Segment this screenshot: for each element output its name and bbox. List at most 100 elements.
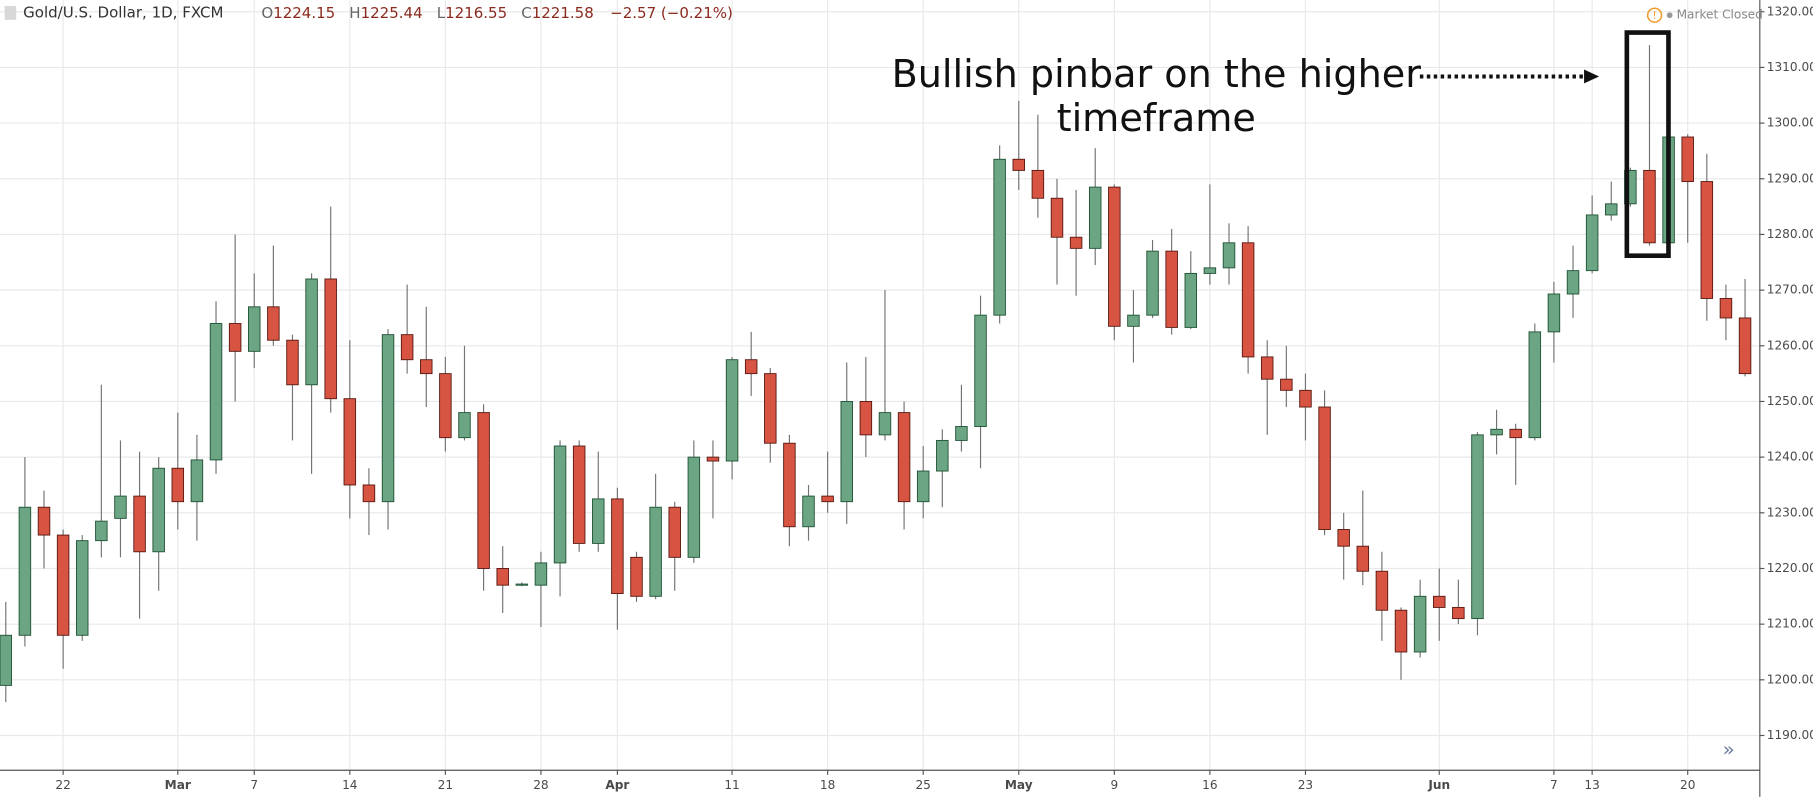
annotation-arrowhead	[1584, 69, 1600, 84]
candle-body	[936, 439, 949, 472]
y-tick-label: 1250.00	[1767, 394, 1813, 408]
x-tick-label: 21	[438, 778, 453, 792]
candle-body	[840, 400, 853, 503]
candle-body	[515, 583, 529, 586]
candle-body	[114, 495, 127, 519]
candle-body	[553, 445, 567, 564]
x-tick-label: 25	[915, 778, 930, 792]
candle-body	[668, 506, 681, 558]
candle-body	[496, 568, 509, 586]
candle-body	[1528, 331, 1542, 439]
x-tick-label: 16	[1202, 778, 1217, 792]
candle-body	[1203, 267, 1217, 274]
y-tick-label: 1200.00	[1767, 672, 1813, 686]
candle-body	[324, 278, 337, 400]
y-tick-label: 1240.00	[1767, 450, 1813, 464]
status-icon-mark: !	[1653, 10, 1657, 22]
x-tick-label: 7	[1550, 778, 1558, 792]
status-text: Market Closed	[1677, 8, 1763, 22]
x-tick-label: Mar	[165, 778, 191, 792]
candle-body	[305, 278, 318, 386]
scroll-button[interactable]: »	[1723, 738, 1735, 761]
candle-body	[152, 467, 165, 553]
x-tick-label: 13	[1584, 778, 1599, 792]
ohlc: O1224.15 H1225.44 L1216.55 C1221.58 −2.5…	[261, 3, 733, 21]
candle-body	[821, 495, 834, 503]
candle-body	[458, 412, 471, 439]
x-tick-label: 14	[342, 778, 358, 792]
axes: 1190.00 1200.00 1210.00 1220.00 1230.00 1240.…	[55, 4, 1813, 792]
candle-body	[993, 158, 1006, 316]
candle-body	[611, 498, 624, 594]
y-tick-label: 1230.00	[1767, 505, 1813, 519]
candle-body	[1681, 136, 1694, 183]
legend-header: Gold/U.S. Dollar, 1D, FXCM O1224.15 H122…	[4, 3, 733, 21]
candle-body	[1394, 609, 1408, 653]
candle-body	[916, 470, 930, 503]
candle-body	[18, 506, 32, 636]
candle-body	[878, 412, 892, 436]
x-tick-label: 28	[533, 778, 548, 792]
candle-body	[764, 373, 777, 444]
status-icon	[1646, 7, 1663, 23]
ohlc-label: O	[261, 3, 273, 21]
candle-body	[1452, 606, 1465, 620]
highlight-box	[1624, 30, 1671, 259]
candle-body	[725, 359, 739, 462]
y-tick-label: 1190.00	[1767, 728, 1813, 742]
candle-body	[1547, 293, 1561, 333]
x-tick-label: Apr	[605, 778, 629, 792]
x-tick-label: 9	[1110, 778, 1118, 792]
candle-body	[439, 373, 452, 439]
candle-body	[1012, 158, 1026, 171]
candle-body	[572, 445, 586, 544]
candle-body	[1069, 236, 1083, 249]
candle-body	[477, 412, 490, 569]
ohlc-value: 1224.15	[273, 3, 335, 21]
candle-body	[362, 484, 376, 503]
candle-body	[228, 323, 242, 352]
candle-body	[1165, 250, 1178, 328]
candle-body	[1337, 529, 1350, 547]
candle-body	[1031, 169, 1045, 199]
x-tick-label: 7	[250, 778, 258, 792]
candle-body	[974, 314, 987, 427]
candle-body	[1738, 317, 1752, 375]
candle-body	[1605, 203, 1618, 216]
candle-body	[1509, 428, 1522, 439]
ohlc-value: 1225.44	[361, 3, 423, 21]
market-status[interactable]: ! Market Closed	[1646, 7, 1763, 23]
ohlc-value: 1221.58	[532, 3, 594, 21]
candle-body	[1585, 214, 1599, 272]
candle-body	[95, 520, 108, 542]
ohlc-label: L	[437, 3, 446, 21]
y-tick-label: 1290.00	[1767, 171, 1813, 185]
y-tick-label: 1220.00	[1767, 561, 1813, 575]
change: −2.57 (−0.21%)	[610, 3, 733, 21]
candle-body	[1356, 545, 1370, 572]
y-tick-label: 1320.00	[1767, 4, 1813, 18]
candle-body	[0, 634, 13, 686]
symbol: Gold/U.S. Dollar, 1D, FXCM	[23, 3, 223, 21]
candle-body	[1413, 595, 1427, 653]
candles	[0, 45, 1752, 703]
candle-body	[286, 339, 299, 386]
candle-body	[1318, 406, 1331, 530]
y-tick-label: 1260.00	[1767, 338, 1813, 352]
candle-body	[534, 562, 548, 586]
x-tick-label: 18	[820, 778, 835, 792]
candle-body	[37, 506, 51, 536]
candle-body	[1184, 272, 1198, 328]
candle-body	[649, 506, 662, 597]
candle-body	[267, 306, 280, 341]
candle-body	[1643, 169, 1656, 244]
ohlc-label: H	[349, 3, 360, 21]
candle-body	[400, 334, 414, 361]
candle-body	[1088, 186, 1102, 249]
candle-body	[687, 456, 701, 558]
candle-body	[955, 426, 968, 441]
candle-body	[630, 556, 643, 597]
